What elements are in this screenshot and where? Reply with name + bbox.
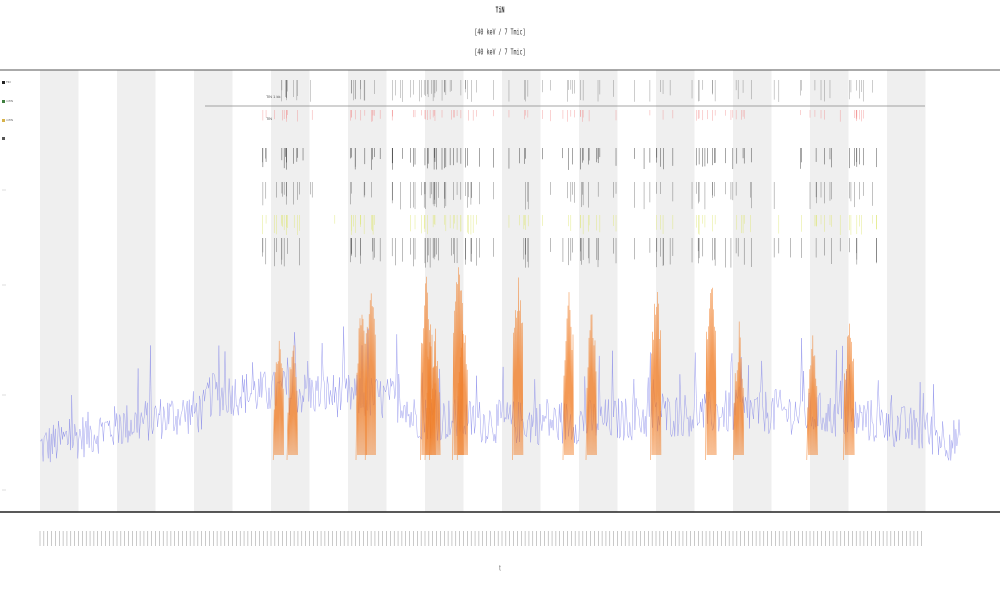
- chart-title: TiN: [495, 6, 505, 16]
- legend-label: TiN: [6, 80, 11, 84]
- series-peak-8: [452, 267, 464, 461]
- legend-label: mTiN: [6, 118, 14, 122]
- background-band: [887, 70, 926, 512]
- series-peak-10: [512, 277, 524, 461]
- background-band: [502, 70, 541, 512]
- legend-label: mTiN: [6, 99, 14, 103]
- legend-swatch: [2, 99, 5, 103]
- legend-swatch: [2, 137, 5, 140]
- series-peak-17: [843, 323, 855, 461]
- legend-item: TiN: [2, 80, 11, 84]
- series-peak-7: [429, 328, 441, 461]
- background-band: [117, 70, 156, 512]
- background-band: [579, 70, 618, 512]
- background-band: [348, 70, 387, 512]
- series-peak-2: [286, 345, 298, 461]
- series-peak-4: [364, 293, 376, 461]
- legend-item: mTiN: [2, 118, 13, 122]
- legend-item: mTiN: [2, 99, 13, 103]
- legend-item: [2, 137, 6, 140]
- legend-swatch: [2, 80, 5, 84]
- series-peak-16: [806, 335, 818, 461]
- row-label-2: TiN: [266, 116, 272, 121]
- series-peak-14: [705, 287, 717, 461]
- series-peak-13: [650, 291, 662, 461]
- background-band: [194, 70, 233, 512]
- legend-swatch: [2, 118, 5, 122]
- row-label-1: TiN 1 kk: [266, 94, 281, 99]
- series-peak-1: [272, 340, 284, 461]
- series-baseline: [39, 326, 961, 463]
- series-peak-15: [732, 321, 744, 461]
- chart-subtitle-2: [40 keV / 7 Tmic]: [474, 48, 526, 58]
- background-band: [810, 70, 849, 512]
- series-peak-11: [562, 292, 574, 461]
- series-peak-3: [355, 314, 367, 461]
- background-band: [656, 70, 695, 512]
- chart-subtitle-1: [40 keV / 7 Tmic]: [474, 28, 526, 38]
- background-band: [40, 70, 79, 512]
- x-axis-label: t: [499, 564, 501, 574]
- series-peak-12: [585, 314, 597, 461]
- series-peak-9: [456, 330, 468, 461]
